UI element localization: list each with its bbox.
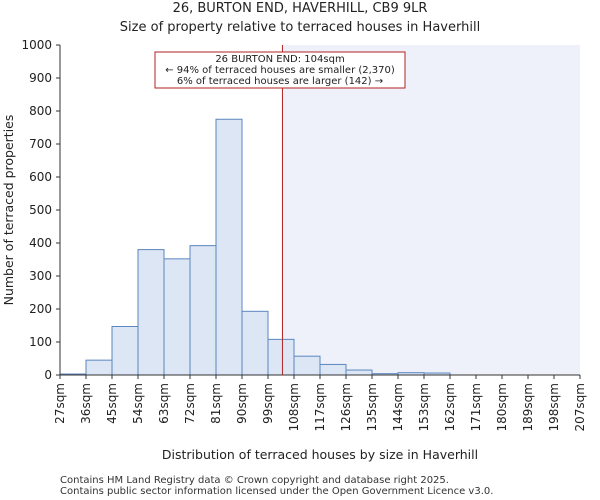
x-tick-label: 108sqm <box>287 383 301 431</box>
y-tick-label: 400 <box>29 236 52 250</box>
y-tick-label: 600 <box>29 170 52 184</box>
x-tick-label: 162sqm <box>443 383 457 431</box>
y-tick-label: 300 <box>29 269 52 283</box>
chart-title: 26, BURTON END, HAVERHILL, CB9 9LR <box>173 1 428 16</box>
x-tick-label: 54sqm <box>131 383 145 424</box>
histogram-bars <box>59 118 451 376</box>
bar-72sqm <box>189 245 217 376</box>
annotation-line-3: 6% of terraced houses are larger (142) → <box>177 76 383 87</box>
y-tick-label: 0 <box>44 368 52 382</box>
x-tick-label: 198sqm <box>547 383 561 431</box>
y-tick-label: 900 <box>29 71 52 85</box>
y-tick-label: 700 <box>29 137 52 151</box>
footer-line-1: Contains HM Land Registry data © Crown c… <box>60 475 449 486</box>
x-tick-label: 63sqm <box>157 383 171 424</box>
bar-36sqm <box>85 359 113 376</box>
x-tick-label: 117sqm <box>313 383 327 431</box>
x-tick-label: 144sqm <box>391 383 405 431</box>
footer-line-2: Contains public sector information licen… <box>60 486 493 497</box>
y-tick-label: 100 <box>29 335 52 349</box>
x-tick-label: 81sqm <box>209 383 223 424</box>
bar-108sqm <box>293 355 321 376</box>
x-tick-label: 45sqm <box>105 383 119 424</box>
chart-subtitle: Size of property relative to terraced ho… <box>120 20 480 35</box>
y-tick-label: 200 <box>29 302 52 316</box>
bar-90sqm <box>241 310 269 376</box>
x-tick-label: 27sqm <box>53 383 67 424</box>
axes: 0 100 200 300 400 500 600 700 800 900 1000 27sqm 36s… <box>21 38 587 431</box>
x-tick-label: 90sqm <box>235 383 249 424</box>
x-axis-label: Distribution of terraced houses by size … <box>162 447 478 462</box>
x-tick-label: 135sqm <box>365 383 379 431</box>
x-tick-label: 126sqm <box>339 383 353 431</box>
annotation-box <box>154 51 406 89</box>
larger-region-shade <box>282 45 580 375</box>
annotation-line-2: ← 94% of terraced houses are smaller (2,… <box>165 65 395 76</box>
annotation-line-1: 26 BURTON END: 104sqm <box>215 54 344 65</box>
x-tick-label: 180sqm <box>495 383 509 431</box>
y-axis-label: Number of terraced properties <box>1 115 16 306</box>
x-tick-label: 36sqm <box>79 383 93 424</box>
y-tick-label: 1000 <box>21 38 52 52</box>
x-tick-label: 207sqm <box>573 383 587 431</box>
y-tick-label: 800 <box>29 104 52 118</box>
bar-45sqm <box>111 325 139 376</box>
x-tick-label: 171sqm <box>469 383 483 431</box>
larger-properties-shade <box>282 45 580 375</box>
x-tick-label: 153sqm <box>417 383 431 431</box>
x-tick-label: 99sqm <box>261 383 275 424</box>
bar-126sqm <box>345 369 373 376</box>
bar-99sqm <box>267 338 295 376</box>
bar-81sqm <box>215 118 243 376</box>
bar-117sqm <box>319 363 347 376</box>
x-tick-label: 72sqm <box>183 383 197 424</box>
y-tick-label: 500 <box>29 203 52 217</box>
bar-63sqm <box>163 258 191 376</box>
bar-54sqm <box>137 249 165 376</box>
property-marker: 26 BURTON END: 104sqm← 94% of terraced h… <box>154 45 406 375</box>
x-tick-label: 189sqm <box>521 383 535 431</box>
